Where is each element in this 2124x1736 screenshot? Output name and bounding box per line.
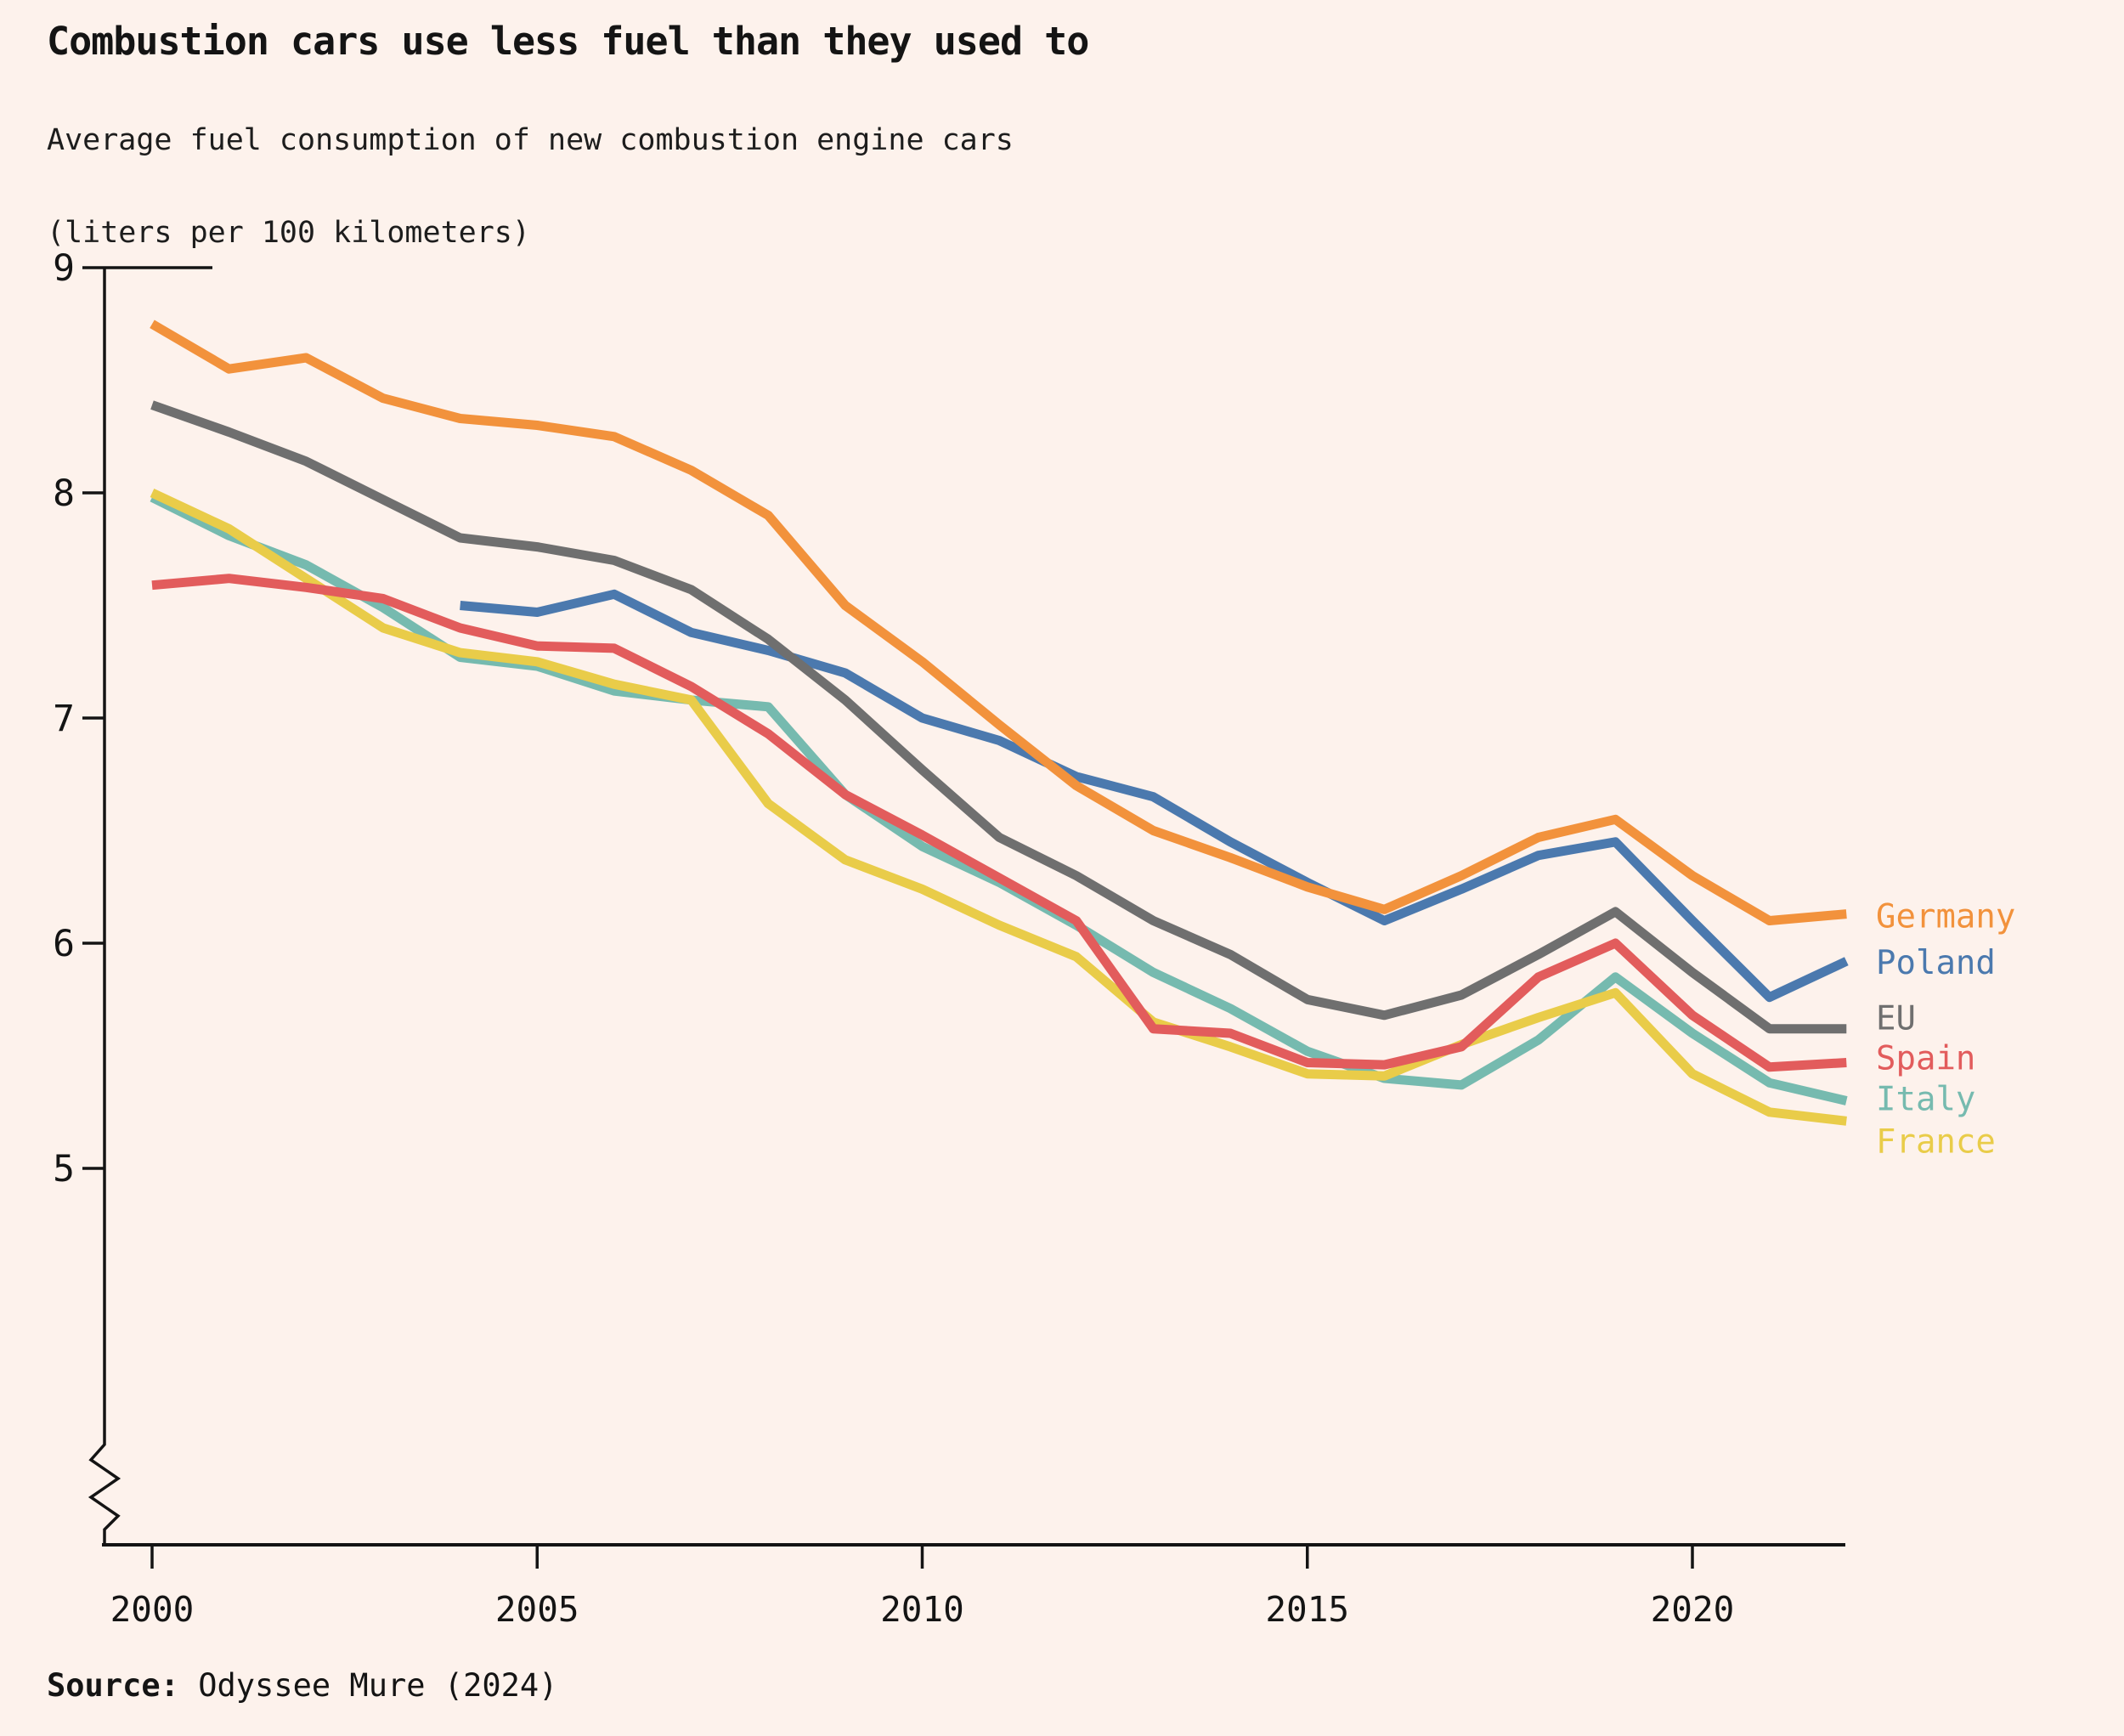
source-note: Source: Odyssee Mure (2024) (47, 1667, 557, 1704)
y-tick-label-8: 8 (53, 472, 75, 515)
legend-label-france: France (1876, 1122, 1996, 1161)
x-tick-label-2000: 2000 (110, 1589, 195, 1630)
chart-subtitle-line1: Average fuel consumption of new combusti… (47, 123, 1014, 157)
series-line-spain (151, 574, 1847, 1072)
x-tick-label-2015: 2015 (1265, 1589, 1349, 1630)
series-line-germany (150, 319, 1847, 925)
source-text: Odyssee Mure (2024) (178, 1667, 558, 1704)
legend-label-poland: Poland (1876, 944, 1996, 982)
series-line-italy (150, 493, 1848, 1105)
x-tick-label-2020: 2020 (1651, 1589, 1735, 1630)
x-tick-label-2005: 2005 (495, 1589, 579, 1630)
x-tick-label-2010: 2010 (880, 1589, 964, 1630)
y-tick-label-5: 5 (53, 1148, 75, 1190)
chart-subtitle-line2: (liters per 100 kilometers) (47, 215, 530, 250)
source-label: Source: (47, 1667, 179, 1704)
y-tick-label-6: 6 (53, 923, 75, 965)
legend-label-italy: Italy (1876, 1081, 1975, 1119)
y-tick-label-9: 9 (53, 247, 75, 290)
legend-label-germany: Germany (1876, 898, 2015, 936)
series-line-eu (150, 400, 1847, 1034)
y-axis (88, 268, 121, 1545)
chart-subtitle: Average fuel consumption of new combusti… (47, 117, 1014, 256)
chart-title: Combustion cars use less fuel than they … (47, 19, 1089, 64)
series-line-poland (460, 589, 1849, 1003)
y-tick-label-7: 7 (53, 698, 75, 740)
legend-label-spain: Spain (1876, 1039, 1975, 1077)
series-line-france (150, 489, 1847, 1126)
legend-label-eu: EU (1876, 1000, 1916, 1038)
